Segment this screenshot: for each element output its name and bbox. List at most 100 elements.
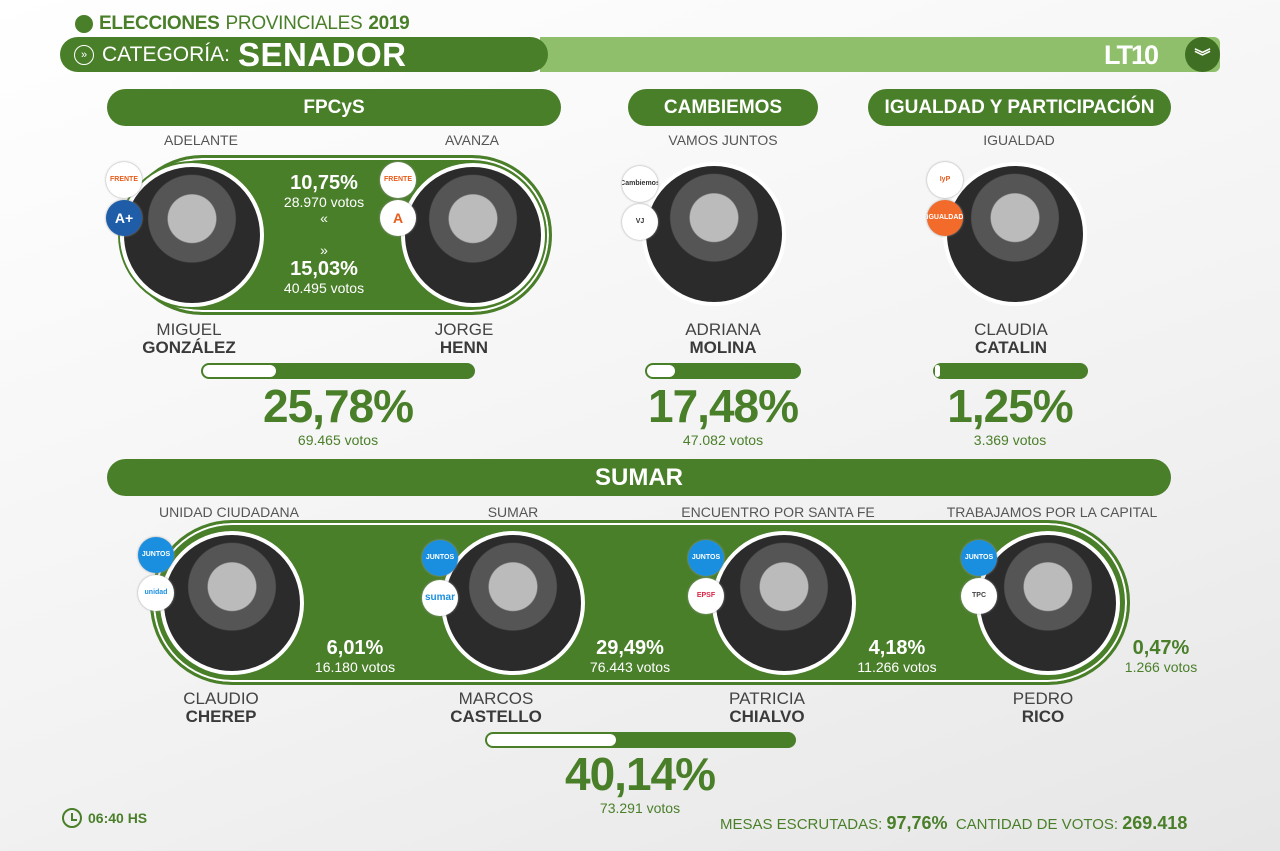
last-name: GONZÁLEZ bbox=[142, 338, 236, 357]
candidate-photo-molina bbox=[642, 162, 786, 306]
footer-stats: MESAS ESCRUTADAS: 97,76% CANTIDAD DE VOT… bbox=[720, 813, 1187, 835]
list-label: TRABAJAMOS POR LA CAPITAL bbox=[946, 504, 1158, 520]
list-pct: 10,75% bbox=[290, 172, 358, 194]
list-label: SUMAR bbox=[487, 504, 539, 520]
arrow-left-icon: « bbox=[320, 210, 328, 226]
candidate-name: CLAUDIA CATALIN bbox=[974, 321, 1048, 357]
list-votes: 16.180 votos bbox=[314, 659, 396, 675]
first-name: MARCOS bbox=[458, 689, 534, 708]
category-value: SENADOR bbox=[237, 35, 407, 73]
party-pill-cambiemos: CAMBIEMOS bbox=[628, 89, 818, 126]
last-name: HENN bbox=[439, 338, 489, 357]
juntos-logo: JUNTOS bbox=[961, 540, 997, 576]
candidate-name: CLAUDIO CHEREP bbox=[183, 690, 259, 726]
list-result: 0,47% 1.266 votos bbox=[1125, 637, 1197, 675]
list-result: 10,75% 28.970 votos « bbox=[284, 172, 364, 226]
party-total-votes: 69.465 votos bbox=[297, 432, 379, 448]
cambiemos-logo: Cambiemos bbox=[622, 166, 658, 202]
party-total-pct: 25,78% bbox=[262, 380, 414, 432]
list-votes: 1.266 votos bbox=[1124, 659, 1198, 675]
igualdad-logo: IGUALDAD bbox=[927, 200, 963, 236]
list-votes: 40.495 votos bbox=[283, 280, 365, 296]
first-name: CLAUDIA bbox=[974, 320, 1048, 339]
candidate-photo-henn bbox=[401, 163, 545, 307]
first-name: ADRIANA bbox=[685, 320, 761, 339]
list-pct: 29,49% bbox=[596, 637, 664, 659]
candidate-name: PATRICIA CHIALVO bbox=[729, 690, 805, 726]
first-name: CLAUDIO bbox=[183, 689, 259, 708]
candidate-photo-castello bbox=[441, 531, 585, 675]
candidate-photo-catalin bbox=[943, 162, 1087, 306]
last-name: CASTELLO bbox=[450, 707, 542, 726]
party-pill-sumar: SUMAR bbox=[107, 459, 1171, 496]
list-result: 4,18% 11.266 votos bbox=[857, 637, 936, 675]
title-light: PROVINCIALES bbox=[225, 13, 363, 34]
ballot-icon bbox=[75, 15, 93, 33]
encuentro-logo: EPSF bbox=[688, 578, 724, 614]
list-label: ENCUENTRO POR SANTA FE bbox=[681, 504, 875, 520]
first-name: PATRICIA bbox=[729, 689, 805, 708]
juntos-logo: JUNTOS bbox=[422, 540, 458, 576]
candidate-photo-cherep bbox=[160, 531, 304, 675]
candidate-name: PEDRO RICO bbox=[1013, 690, 1073, 726]
party-total-votes: 73.291 votos bbox=[599, 800, 681, 816]
party-total-votes: 3.369 votos bbox=[973, 432, 1047, 448]
candidate-photo-chialvo bbox=[712, 531, 856, 675]
progress-fill bbox=[203, 365, 277, 377]
candidate-photo-rico bbox=[976, 531, 1120, 675]
first-name: MIGUEL bbox=[156, 320, 222, 339]
candidate-name: JORGE HENN bbox=[435, 321, 494, 357]
list-votes: 28.970 votos bbox=[283, 194, 365, 210]
party-pill-fpcys: FPCyS bbox=[107, 89, 561, 126]
arrow-right-icon: » bbox=[320, 242, 328, 258]
vamos-juntos-logo: VJ bbox=[622, 204, 658, 240]
update-time: 06:40 HS bbox=[62, 808, 147, 828]
list-votes: 76.443 votos bbox=[589, 659, 671, 675]
time-value: 06:40 HS bbox=[88, 810, 148, 826]
double-chevron-right-icon[interactable]: » bbox=[74, 44, 94, 65]
party-total-pct: 40,14% bbox=[564, 748, 716, 800]
party-total-pct: 1,25% bbox=[947, 380, 1073, 432]
title-bold: ELECCIONES bbox=[99, 13, 220, 34]
list-label: AVANZA bbox=[445, 132, 499, 148]
frente-progresista-logo: FRENTE bbox=[380, 162, 416, 198]
app-title: ELECCIONES PROVINCIALES 2019 bbox=[75, 13, 410, 35]
votos-value: 269.418 bbox=[1122, 813, 1188, 833]
double-chevron-down-icon[interactable]: ︾ bbox=[1185, 37, 1220, 72]
candidate-name: MIGUEL GONZÁLEZ bbox=[142, 321, 236, 357]
clock-icon bbox=[62, 808, 82, 828]
header-bar bbox=[540, 37, 1220, 72]
party-total-votes: 47.082 votos bbox=[682, 432, 764, 448]
progress-bar-cambiemos bbox=[645, 363, 801, 379]
list-label: UNIDAD CIUDADANA bbox=[158, 504, 300, 520]
first-name: PEDRO bbox=[1012, 689, 1074, 708]
sumar-logo: sumar bbox=[422, 580, 458, 616]
list-label: IGUALDAD bbox=[983, 132, 1055, 148]
frente-progresista-logo: FRENTE bbox=[106, 162, 142, 198]
mesas-label: MESAS ESCRUTADAS: bbox=[720, 816, 883, 833]
list-pct: 4,18% bbox=[868, 637, 926, 659]
igualdad-participacion-logo: IyP bbox=[927, 162, 963, 198]
progress-fill bbox=[487, 734, 617, 746]
last-name: RICO bbox=[1021, 707, 1065, 726]
avanza-logo: A bbox=[380, 200, 416, 236]
last-name: CHEREP bbox=[185, 707, 257, 726]
last-name: CATALIN bbox=[974, 338, 1048, 357]
title-year: 2019 bbox=[368, 13, 410, 34]
list-result: 29,49% 76.443 votos bbox=[590, 637, 670, 675]
party-pill-igualdad: IGUALDAD Y PARTICIPACIÓN bbox=[868, 89, 1171, 126]
list-result: 6,01% 16.180 votos bbox=[315, 637, 395, 675]
party-total-pct: 17,48% bbox=[647, 380, 799, 432]
list-pct: 15,03% bbox=[290, 258, 358, 280]
juntos-logo: JUNTOS bbox=[138, 537, 174, 573]
last-name: MOLINA bbox=[689, 338, 757, 357]
list-label: VAMOS JUNTOS bbox=[668, 132, 778, 148]
candidate-photo-gonzalez bbox=[120, 163, 264, 307]
progress-fill bbox=[647, 365, 675, 377]
list-label: ADELANTE bbox=[164, 132, 238, 148]
lt10-logo: LT10 bbox=[1104, 40, 1159, 70]
trabajamos-logo: TPC bbox=[961, 578, 997, 614]
list-pct: 0,47% bbox=[1132, 637, 1190, 659]
mesas-value: 97,76% bbox=[886, 813, 948, 833]
progress-bar-sumar bbox=[485, 732, 796, 748]
